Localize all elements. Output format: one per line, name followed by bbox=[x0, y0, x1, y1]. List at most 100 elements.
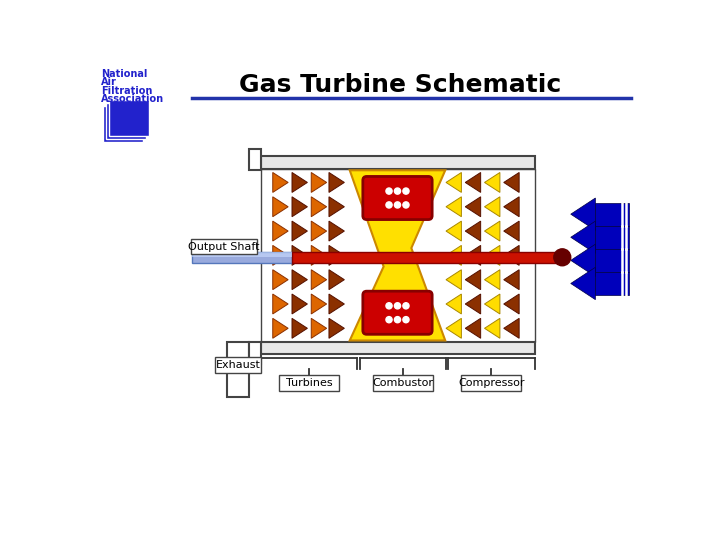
Polygon shape bbox=[571, 267, 595, 300]
Polygon shape bbox=[329, 319, 344, 338]
Text: Air: Air bbox=[101, 77, 117, 87]
Polygon shape bbox=[465, 294, 481, 314]
Polygon shape bbox=[311, 269, 327, 289]
Polygon shape bbox=[311, 294, 327, 314]
Polygon shape bbox=[465, 245, 481, 265]
Polygon shape bbox=[446, 197, 462, 217]
FancyBboxPatch shape bbox=[249, 342, 261, 363]
Polygon shape bbox=[273, 294, 288, 314]
Polygon shape bbox=[311, 197, 327, 217]
Polygon shape bbox=[465, 172, 481, 192]
Polygon shape bbox=[311, 245, 327, 265]
Polygon shape bbox=[465, 269, 481, 289]
FancyBboxPatch shape bbox=[102, 106, 143, 142]
FancyBboxPatch shape bbox=[191, 239, 257, 254]
Circle shape bbox=[403, 188, 409, 194]
FancyBboxPatch shape bbox=[595, 226, 629, 249]
Polygon shape bbox=[465, 221, 481, 241]
Text: National: National bbox=[101, 69, 148, 79]
Circle shape bbox=[403, 202, 409, 208]
FancyBboxPatch shape bbox=[363, 177, 432, 220]
FancyBboxPatch shape bbox=[292, 252, 564, 262]
Polygon shape bbox=[273, 245, 288, 265]
Polygon shape bbox=[446, 245, 462, 265]
Polygon shape bbox=[504, 172, 519, 192]
Polygon shape bbox=[329, 245, 344, 265]
Polygon shape bbox=[273, 269, 288, 289]
Polygon shape bbox=[311, 172, 327, 192]
FancyBboxPatch shape bbox=[373, 375, 433, 390]
Circle shape bbox=[403, 303, 409, 309]
Polygon shape bbox=[504, 221, 519, 241]
FancyBboxPatch shape bbox=[192, 252, 292, 262]
FancyBboxPatch shape bbox=[192, 252, 292, 257]
FancyBboxPatch shape bbox=[261, 168, 534, 342]
Polygon shape bbox=[485, 172, 500, 192]
Text: Compressor: Compressor bbox=[458, 378, 525, 388]
Polygon shape bbox=[273, 172, 288, 192]
Polygon shape bbox=[465, 319, 481, 338]
FancyBboxPatch shape bbox=[249, 148, 261, 170]
FancyBboxPatch shape bbox=[261, 342, 534, 354]
Polygon shape bbox=[485, 294, 500, 314]
Polygon shape bbox=[571, 198, 595, 231]
Polygon shape bbox=[329, 294, 344, 314]
Text: Exhaust: Exhaust bbox=[216, 360, 261, 370]
Polygon shape bbox=[504, 294, 519, 314]
Polygon shape bbox=[273, 221, 288, 241]
Circle shape bbox=[386, 202, 392, 208]
Polygon shape bbox=[485, 319, 500, 338]
FancyBboxPatch shape bbox=[279, 375, 339, 390]
Polygon shape bbox=[292, 221, 307, 241]
FancyBboxPatch shape bbox=[595, 272, 629, 295]
Polygon shape bbox=[292, 294, 307, 314]
Text: Association: Association bbox=[101, 94, 164, 104]
Polygon shape bbox=[504, 319, 519, 338]
Text: Gas Turbine Schematic: Gas Turbine Schematic bbox=[238, 72, 561, 97]
Polygon shape bbox=[292, 172, 307, 192]
Polygon shape bbox=[485, 269, 500, 289]
Circle shape bbox=[554, 249, 571, 266]
Polygon shape bbox=[504, 269, 519, 289]
Text: Turbines: Turbines bbox=[286, 378, 333, 388]
Polygon shape bbox=[485, 221, 500, 241]
FancyBboxPatch shape bbox=[109, 100, 149, 136]
FancyBboxPatch shape bbox=[462, 375, 521, 390]
Polygon shape bbox=[329, 172, 344, 192]
Polygon shape bbox=[329, 197, 344, 217]
Polygon shape bbox=[485, 245, 500, 265]
Polygon shape bbox=[446, 319, 462, 338]
Polygon shape bbox=[350, 170, 445, 340]
Polygon shape bbox=[485, 197, 500, 217]
Circle shape bbox=[386, 188, 392, 194]
Text: Output Shaft: Output Shaft bbox=[189, 241, 260, 252]
FancyBboxPatch shape bbox=[215, 357, 261, 373]
Polygon shape bbox=[292, 269, 307, 289]
Polygon shape bbox=[465, 197, 481, 217]
FancyBboxPatch shape bbox=[595, 249, 629, 272]
FancyBboxPatch shape bbox=[228, 342, 249, 397]
Polygon shape bbox=[446, 269, 462, 289]
Circle shape bbox=[395, 303, 400, 309]
Polygon shape bbox=[292, 319, 307, 338]
Circle shape bbox=[403, 316, 409, 323]
Polygon shape bbox=[504, 245, 519, 265]
Circle shape bbox=[386, 316, 392, 323]
Polygon shape bbox=[273, 197, 288, 217]
Polygon shape bbox=[446, 221, 462, 241]
Polygon shape bbox=[446, 172, 462, 192]
FancyBboxPatch shape bbox=[106, 103, 145, 139]
FancyBboxPatch shape bbox=[595, 202, 629, 226]
FancyBboxPatch shape bbox=[261, 157, 534, 168]
Circle shape bbox=[395, 202, 400, 208]
Polygon shape bbox=[311, 221, 327, 241]
Polygon shape bbox=[311, 319, 327, 338]
Polygon shape bbox=[329, 221, 344, 241]
Polygon shape bbox=[292, 245, 307, 265]
Text: Filtration: Filtration bbox=[101, 85, 153, 96]
Circle shape bbox=[395, 316, 400, 323]
Circle shape bbox=[395, 188, 400, 194]
Polygon shape bbox=[571, 244, 595, 276]
Text: Combustor: Combustor bbox=[372, 378, 433, 388]
Circle shape bbox=[386, 303, 392, 309]
